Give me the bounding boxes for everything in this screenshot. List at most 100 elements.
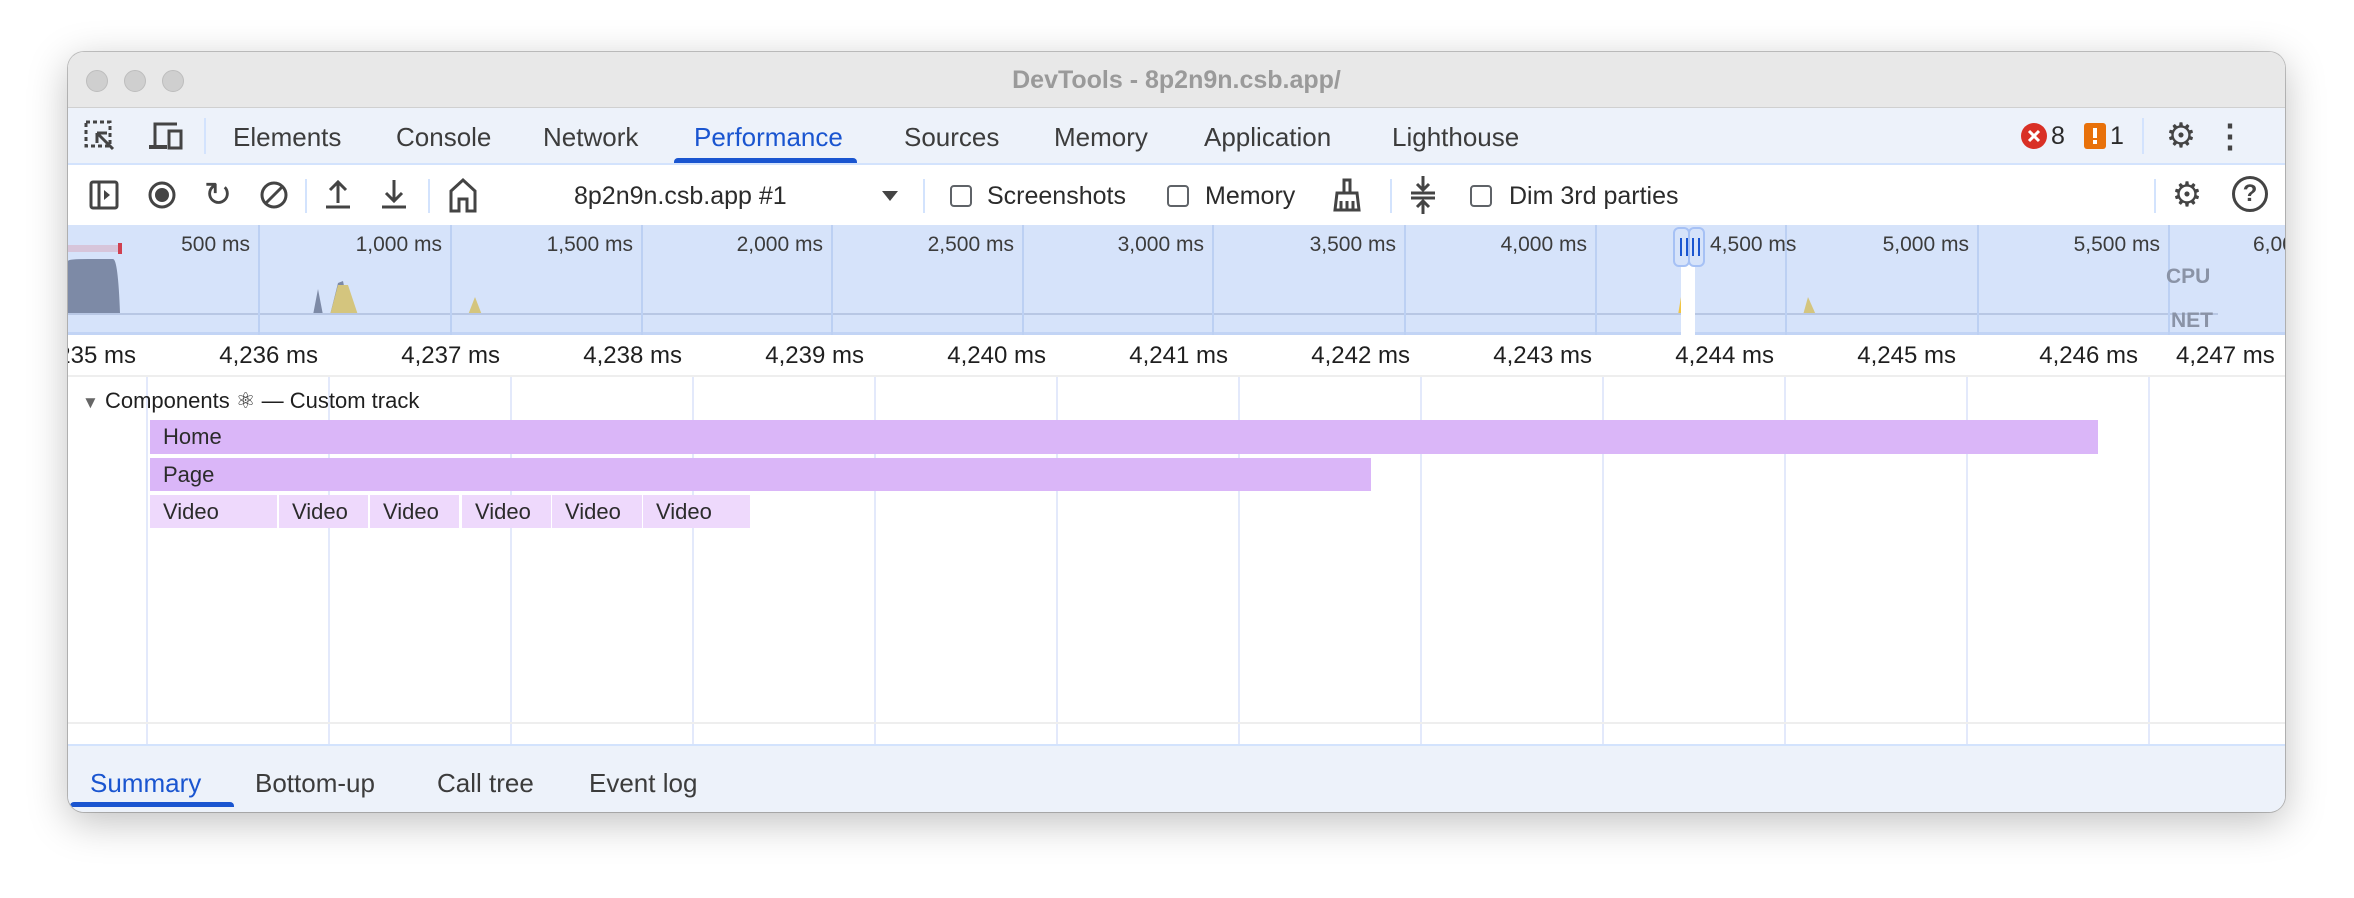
toggle-sidebar-icon[interactable] — [88, 179, 120, 211]
ruler-tick-label: 4,236 ms — [219, 342, 318, 369]
tab-performance[interactable]: Performance — [694, 122, 843, 152]
overview-gridline — [450, 225, 452, 335]
collect-garbage-icon[interactable] — [1330, 177, 1364, 213]
flame-bar-home[interactable]: Home — [150, 420, 2098, 454]
selection-right-handle[interactable] — [1688, 227, 1705, 267]
flame-bar-page[interactable]: Page — [150, 458, 1371, 491]
warning-icon[interactable] — [2084, 123, 2106, 149]
warning-count[interactable]: 1 — [2110, 122, 2124, 150]
overview-tick-label: 2,000 ms — [736, 233, 823, 256]
overview-tick-label: 3,000 ms — [1117, 233, 1204, 256]
track-title: Components ⚛ — Custom track — [104, 388, 420, 413]
device-toolbar-icon[interactable] — [146, 118, 186, 154]
overview-tick-label: 4,000 ms — [1500, 233, 1587, 256]
frame-marker — [68, 245, 122, 252]
overview-tick-label: 4,500 ms — [1710, 233, 1797, 256]
clear-icon[interactable] — [258, 179, 290, 211]
ruler-tick-label: 4,240 ms — [947, 342, 1046, 369]
tab-sources[interactable]: Sources — [904, 122, 1000, 152]
overview-tick-label: 500 ms — [181, 233, 250, 256]
track-header[interactable]: ▼ Components ⚛ — Custom track — [82, 388, 419, 414]
dim-3rd-parties-label[interactable]: Dim 3rd parties — [1509, 182, 1679, 210]
more-options-icon[interactable]: ⋮ — [2214, 118, 2246, 154]
tab-elements[interactable]: Elements — [233, 122, 342, 152]
frame-marker-end — [118, 243, 122, 254]
time-gridline — [1602, 377, 1604, 797]
active-tab-indicator — [674, 158, 857, 163]
ruler-tick-label: 4,237 ms — [401, 342, 500, 369]
overview-tick-label: 2,500 ms — [927, 233, 1014, 256]
error-icon[interactable] — [2021, 123, 2047, 149]
main-tab-bar: Elements Console Network Performance Sou… — [68, 108, 2285, 165]
help-icon[interactable]: ? — [2232, 176, 2268, 212]
minimize-window-button[interactable] — [124, 70, 146, 92]
ruler-tick-label: 4,245 ms — [1857, 342, 1956, 369]
tab-memory[interactable]: Memory — [1054, 122, 1148, 152]
tab-network[interactable]: Network — [543, 122, 639, 152]
tab-summary[interactable]: Summary — [90, 768, 202, 798]
download-icon[interactable] — [378, 177, 410, 211]
overview-gridline — [2168, 225, 2170, 335]
inspect-element-icon[interactable] — [82, 118, 118, 154]
flame-bar-video[interactable]: Video — [552, 495, 642, 528]
overview-gridline — [1595, 225, 1597, 335]
reload-record-icon[interactable]: ↻ — [203, 176, 233, 214]
flame-bar-video[interactable]: Video — [370, 495, 459, 528]
overview-tick-label: 1,000 ms — [355, 233, 442, 256]
expand-triangle-icon[interactable]: ▼ — [82, 393, 99, 412]
ruler-tick-label: 4,244 ms — [1675, 342, 1774, 369]
time-gridline — [1056, 377, 1058, 797]
selection-grip-icon — [1680, 238, 1700, 256]
ruler-tick-label: 4,235 ms — [68, 342, 136, 369]
tab-lighthouse[interactable]: Lighthouse — [1392, 122, 1520, 152]
overview-tick-label: 6,000 ms — [2253, 233, 2285, 256]
timeline-overview[interactable]: 500 ms 1,000 ms 1,500 ms 2,000 ms 2,500 ms 3,… — [68, 225, 2285, 335]
tab-bottom-up[interactable]: Bottom-up — [255, 768, 375, 798]
upload-icon[interactable] — [322, 177, 354, 211]
overview-gridline — [258, 225, 260, 335]
screenshots-checkbox[interactable] — [950, 185, 972, 207]
overview-tick-label: 1,500 ms — [546, 233, 633, 256]
overview-gridline — [831, 225, 833, 335]
details-tab-bar: Summary Bottom-up Call tree Event log — [68, 744, 2285, 812]
collapse-tracks-icon[interactable] — [1408, 175, 1438, 215]
performance-toolbar: ↻ 8p2n9n.csb.app #1 Screenshots Memory — [68, 165, 2285, 225]
screenshots-label[interactable]: Screenshots — [987, 182, 1126, 210]
flame-bar-video[interactable]: Video — [279, 495, 368, 528]
time-gridline — [328, 377, 330, 797]
tab-application[interactable]: Application — [1204, 122, 1332, 152]
cpu-area-scripting — [330, 285, 358, 315]
capture-settings-gear-icon[interactable]: ⚙ — [2171, 176, 2203, 214]
error-count[interactable]: 8 — [2051, 122, 2065, 150]
time-gridline — [510, 377, 512, 797]
overview-selection-window[interactable] — [1681, 255, 1695, 335]
overview-tick-label: 5,000 ms — [1882, 233, 1969, 256]
tab-console[interactable]: Console — [396, 122, 492, 152]
tab-event-log[interactable]: Event log — [589, 768, 698, 798]
memory-label[interactable]: Memory — [1205, 182, 1296, 210]
cpu-area — [68, 259, 124, 315]
tab-call-tree[interactable]: Call tree — [437, 768, 534, 798]
overview-gridline — [1212, 225, 1214, 335]
recording-select[interactable]: 8p2n9n.csb.app #1 — [574, 182, 787, 210]
zoom-window-button[interactable] — [162, 70, 184, 92]
memory-checkbox[interactable] — [1167, 185, 1189, 207]
time-gridline — [692, 377, 694, 797]
flame-bar-video[interactable]: Video — [462, 495, 551, 528]
time-gridline — [2148, 377, 2150, 797]
overview-gridline — [1785, 225, 1787, 335]
settings-gear-icon[interactable]: ⚙ — [2165, 117, 2197, 155]
time-gridline — [1238, 377, 1240, 797]
time-gridline — [1966, 377, 1968, 797]
close-window-button[interactable] — [86, 70, 108, 92]
home-icon[interactable] — [446, 177, 480, 213]
dim-3rd-parties-checkbox[interactable] — [1470, 185, 1492, 207]
active-tab-indicator — [70, 802, 234, 807]
chevron-down-icon[interactable] — [878, 181, 902, 211]
record-icon[interactable] — [146, 179, 178, 211]
devtools-window: DevTools - 8p2n9n.csb.app/ Elements Cons… — [68, 52, 2285, 812]
flame-bar-video[interactable]: Video — [643, 495, 750, 528]
net-label: NET — [2171, 309, 2213, 332]
overview-tick-label: 5,500 ms — [2073, 233, 2160, 256]
flame-bar-video[interactable]: Video — [150, 495, 277, 528]
